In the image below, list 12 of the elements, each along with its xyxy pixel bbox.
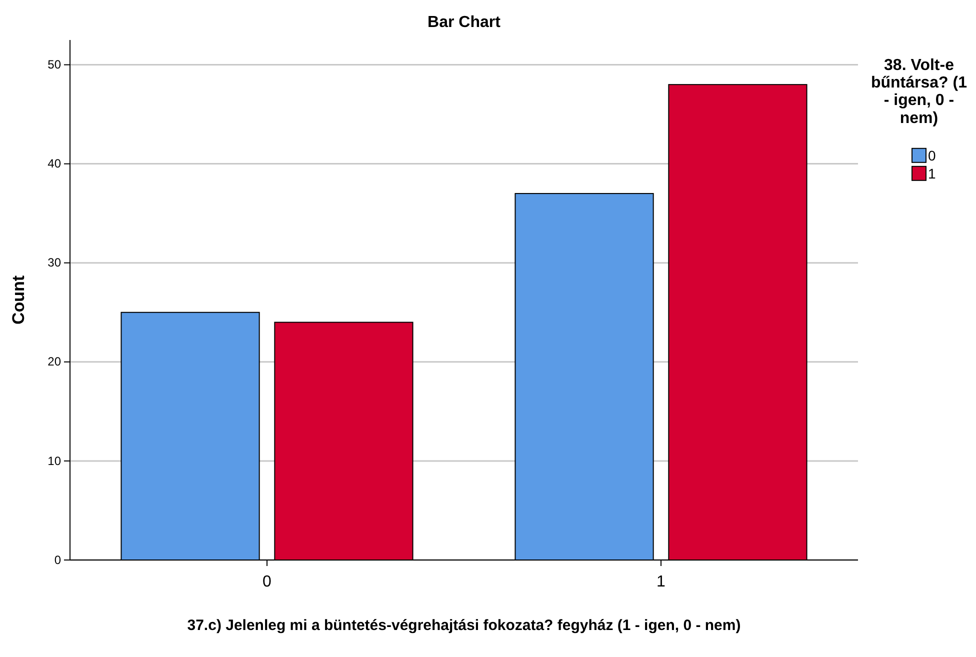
y-tick-label: 50: [48, 58, 62, 72]
y-tick-label: 20: [48, 354, 62, 369]
x-axis-title: 37.c) Jelenleg mi a büntetés-végrehajtási fokozata? fegyház (1 - igen, 0 - nem): [187, 617, 741, 634]
legend-label: 0: [928, 147, 936, 164]
y-tick-label: 10: [48, 454, 62, 468]
chart-title: Bar Chart: [428, 14, 502, 31]
y-tick-label: 40: [48, 156, 62, 171]
legend-title: 38. Volt-e bűntársa? (1 - igen, 0 - nem): [870, 57, 968, 127]
y-axis-title: Count: [9, 275, 28, 325]
y-tick-label: 0: [54, 552, 62, 567]
y-tick-label: 30: [48, 256, 62, 270]
legend-label: 1: [928, 165, 936, 182]
